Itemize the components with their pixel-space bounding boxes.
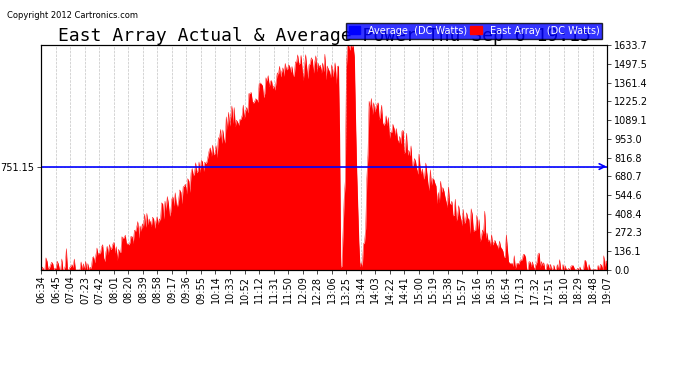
Legend: Average  (DC Watts), East Array  (DC Watts): Average (DC Watts), East Array (DC Watts… xyxy=(346,23,602,39)
Text: Copyright 2012 Cartronics.com: Copyright 2012 Cartronics.com xyxy=(7,11,138,20)
Title: East Array Actual & Average Power Thu Sep 6 19:15: East Array Actual & Average Power Thu Se… xyxy=(58,27,591,45)
